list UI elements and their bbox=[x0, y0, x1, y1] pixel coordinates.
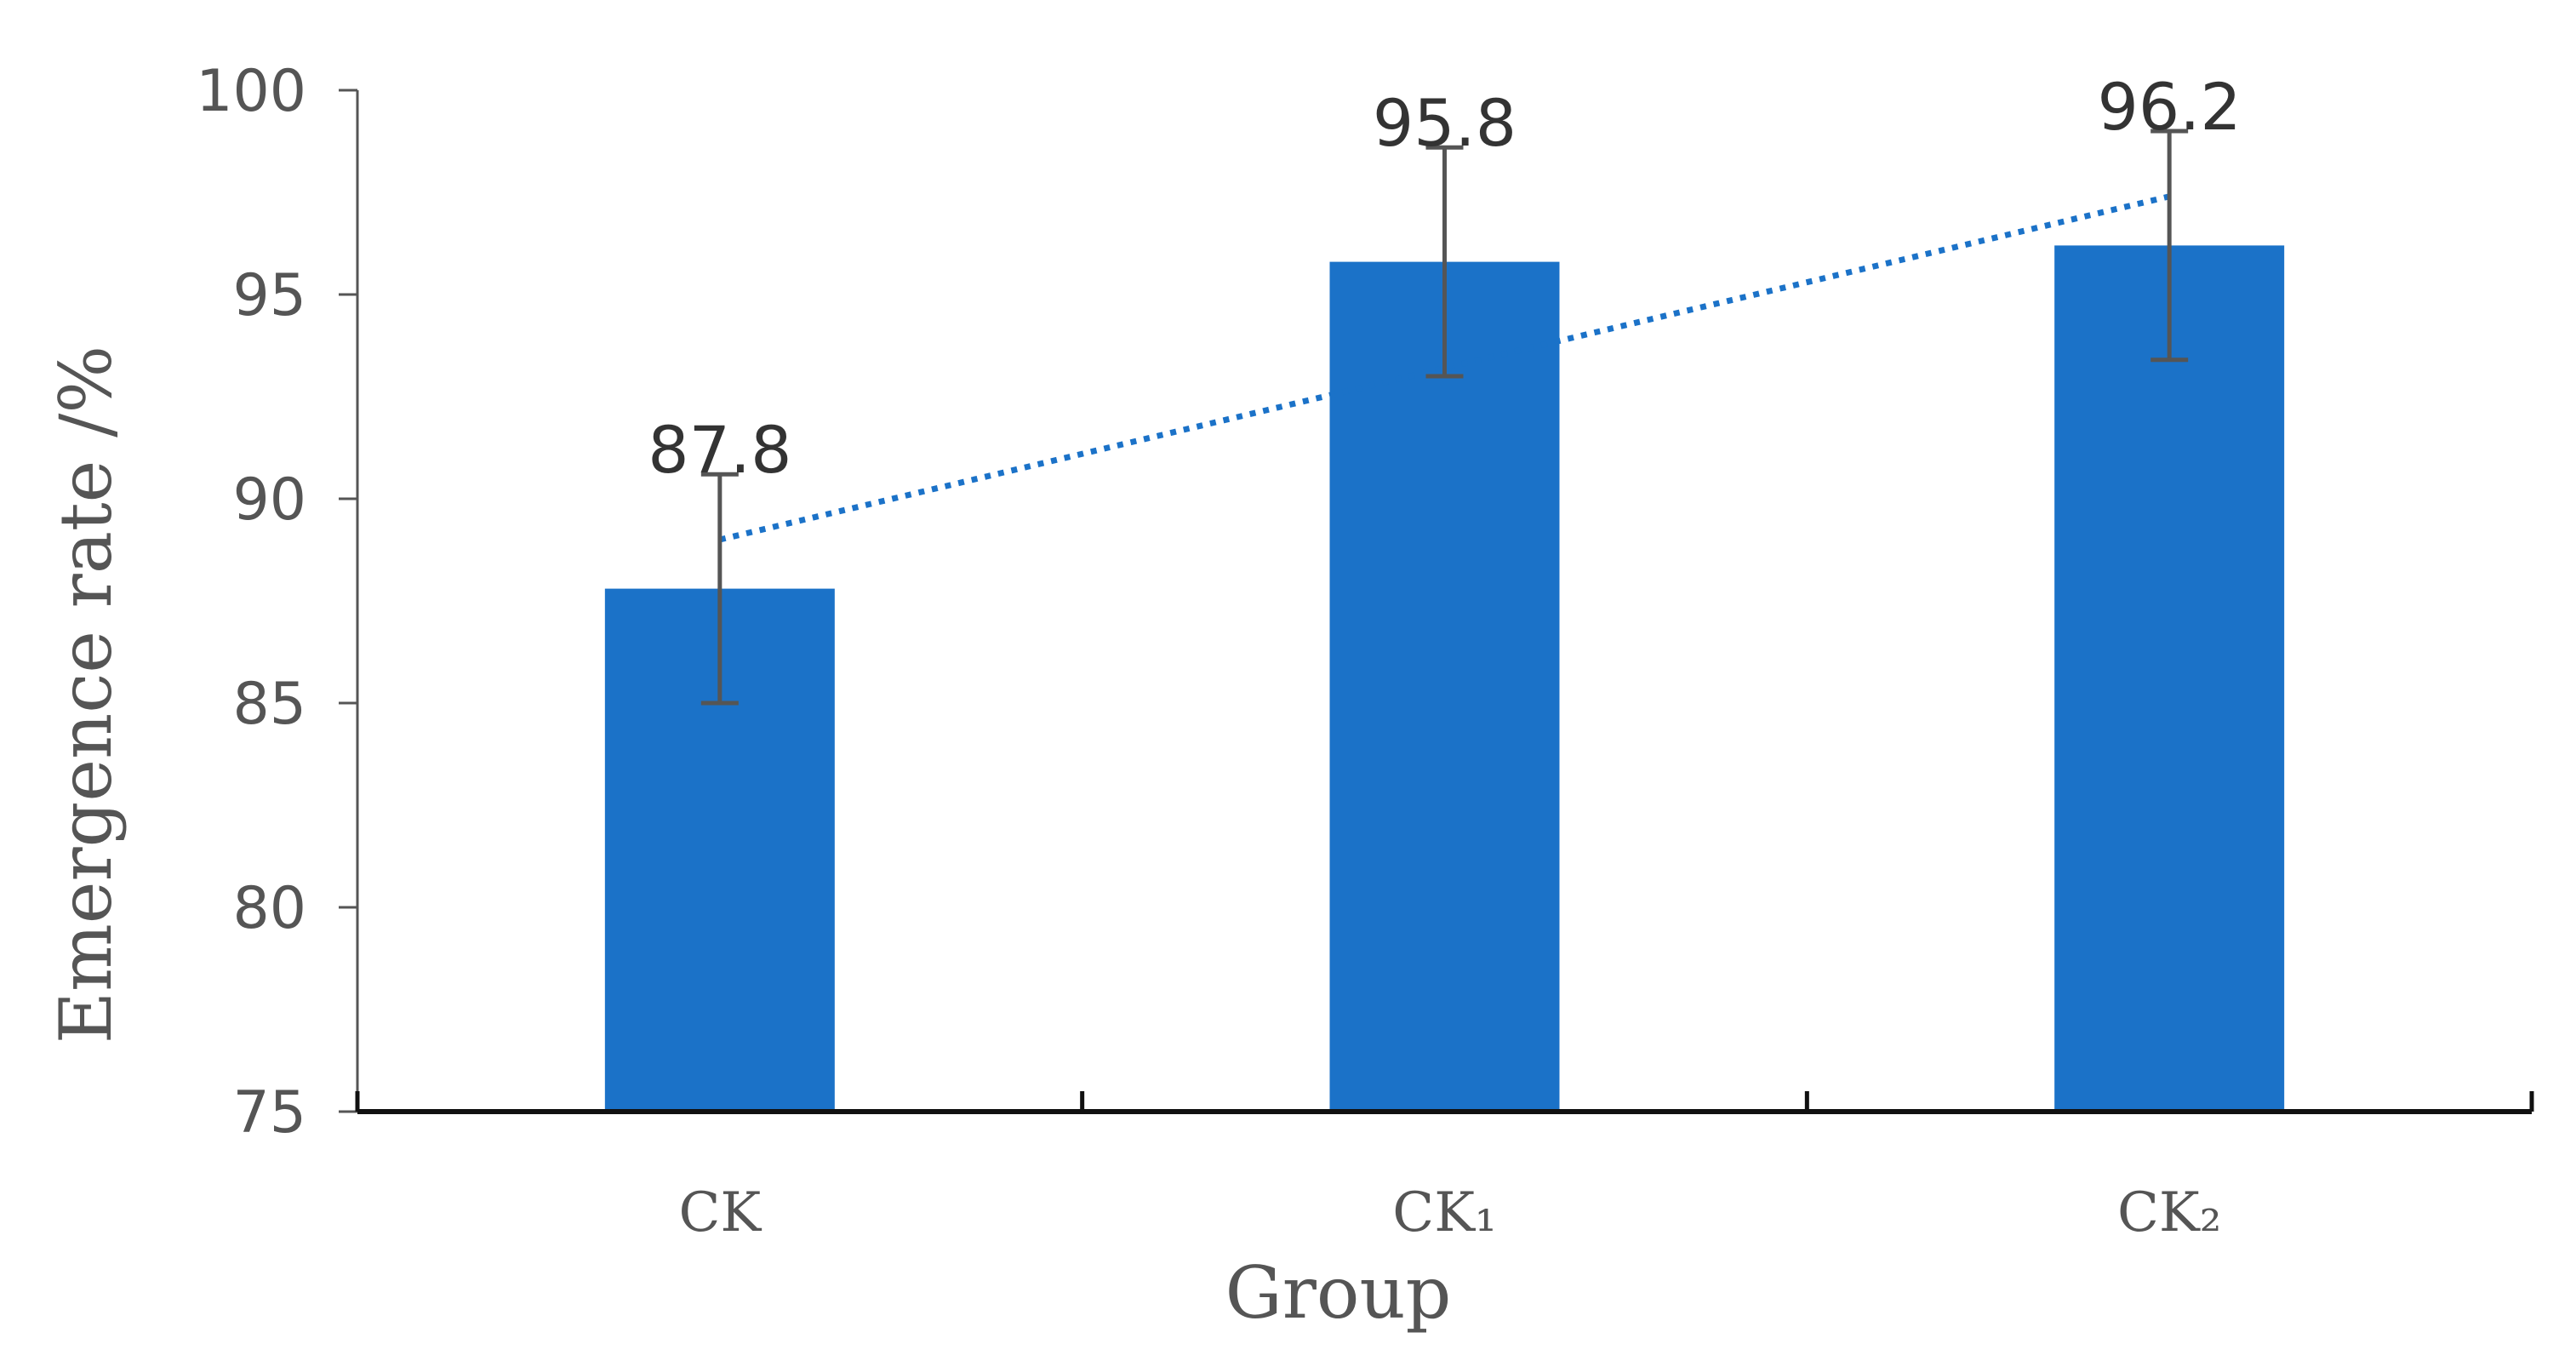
y-tick-label: 75 bbox=[232, 1079, 306, 1147]
bar bbox=[1329, 261, 1560, 1112]
x-tick-label: CK₂ bbox=[2117, 1181, 2221, 1244]
x-axis: CK CK₁ CK₂ bbox=[355, 1091, 2534, 1244]
error-bar bbox=[700, 472, 739, 706]
x-axis-title: Group bbox=[1225, 1251, 1452, 1335]
y-tick-label: 85 bbox=[232, 671, 306, 738]
data-labels: 87.8 95.8 96.2 bbox=[648, 69, 2242, 488]
data-label: 96.2 bbox=[2098, 69, 2242, 145]
y-tick-label: 90 bbox=[232, 466, 306, 534]
x-tick-label: CK₁ bbox=[1392, 1181, 1496, 1244]
bar bbox=[2054, 245, 2285, 1112]
y-axis: 75 80 85 90 95 100 bbox=[196, 58, 359, 1147]
error-bar bbox=[2150, 129, 2189, 363]
axis-titles: Group Emergence rate /% bbox=[44, 346, 1451, 1335]
y-tick-label: 80 bbox=[232, 875, 306, 942]
data-label: 87.8 bbox=[648, 412, 791, 488]
bars bbox=[604, 245, 2285, 1112]
data-label: 95.8 bbox=[1373, 85, 1516, 161]
y-tick-label: 100 bbox=[196, 58, 306, 125]
y-axis-title: Emergence rate /% bbox=[44, 346, 128, 1044]
error-bar bbox=[1425, 145, 1464, 379]
x-tick-label: CK bbox=[678, 1181, 762, 1244]
error-bars bbox=[700, 129, 2189, 706]
trendline bbox=[719, 193, 2170, 543]
trendline-group bbox=[719, 193, 2170, 543]
y-tick-label: 95 bbox=[232, 262, 306, 329]
